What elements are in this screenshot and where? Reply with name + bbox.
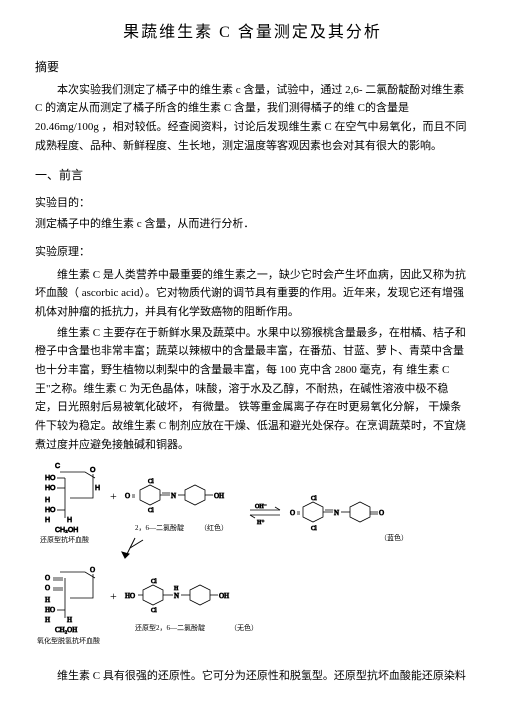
oh-label: OH [219, 592, 229, 600]
cl-label: Cl [151, 579, 157, 585]
principle-p2: 维生素 C 主要存在于新鲜水果及蔬菜中。水果中以猕猴桃含量最多，在柑橘、桔子和橙… [35, 324, 470, 455]
c-atom: C [55, 463, 60, 470]
ho-label: HO [125, 592, 135, 600]
h-label: H [45, 596, 50, 604]
h-label: H [45, 517, 50, 524]
purpose-text: 测定橘子中的维生素 c 含量，从而进行分析． [35, 216, 470, 234]
h-label: H [45, 497, 50, 504]
n-label: N [174, 592, 179, 600]
ascorbic-label: 还原型抗坏血酸 [40, 535, 89, 544]
oh-minus: OH⁻ [255, 504, 267, 510]
abstract-header: 摘要 [35, 58, 470, 77]
reduced-dye-label: 还原型2，6—二氯酚靛 [135, 623, 205, 632]
o-label: O [45, 584, 50, 592]
ch2oh-label: CH₂OH [55, 527, 78, 534]
h-plus: H⁺ [257, 519, 265, 526]
ch2oh-label: CH₂OH [55, 626, 77, 634]
plus-sign: + [110, 489, 117, 503]
h-label: H [95, 485, 100, 492]
cl-label: Cl [311, 526, 317, 532]
chemical-diagram: O C HO HO H HO H H CH₂OH H + O Cl Cl N O… [35, 460, 470, 662]
reaction-diagram-svg: O C HO HO H HO H H CH₂OH H + O Cl Cl N O… [35, 460, 470, 655]
h-label: H [45, 616, 50, 624]
o-label: O [125, 492, 130, 500]
n-label: N [171, 492, 176, 500]
cl-label: Cl [311, 496, 317, 502]
purpose-header: 实验目的： [35, 195, 470, 213]
o-label: O [379, 509, 384, 517]
o-label: O [290, 509, 295, 517]
principle-p3: 维生素 C 具有很强的还原性。它可分为还原性和脱氢型。还原型抗坏血酸能还原染料 [35, 668, 470, 686]
h-label: H [67, 517, 72, 524]
cl-label: Cl [148, 508, 154, 514]
ho-label: HO [45, 475, 56, 482]
o-label: O [45, 574, 50, 582]
h-label: H [67, 616, 72, 624]
o-atom: O [90, 467, 96, 474]
dye-label-top: 2，6—二氯酚靛 [135, 523, 184, 532]
blue-label: （蓝色） [380, 533, 408, 542]
o-atom: O [90, 566, 95, 574]
colorless-label: （无色） [230, 623, 258, 632]
preface-section: 一、前言 [35, 166, 470, 185]
red-label: （红色） [200, 523, 228, 532]
abstract-text: 本次实验我们测定了橘子中的维生素 c 含量，试验中，通过 2,6- 二氯酚靛酚对… [35, 81, 470, 156]
cl-label: Cl [151, 608, 157, 614]
ho-label: HO [45, 485, 56, 492]
page-title: 果蔬维生素 C 含量测定及其分析 [35, 20, 470, 46]
cl-label: Cl [148, 479, 154, 485]
ho-label: HO [45, 507, 56, 514]
oh-label: OH [214, 492, 224, 500]
principle-p1: 维生素 C 是人类营养中最重要的维生素之一，缺少它时会产生坏血病，因此又称为抗坏… [35, 266, 470, 322]
oxidized-label: 氧化型脱氢抗坏血酸 [37, 636, 100, 645]
n-label: N [334, 509, 339, 517]
ho-label: HO [45, 606, 55, 614]
h-label: H [174, 586, 179, 592]
principle-header: 实验原理： [35, 244, 470, 262]
plus-sign: + [110, 589, 117, 603]
